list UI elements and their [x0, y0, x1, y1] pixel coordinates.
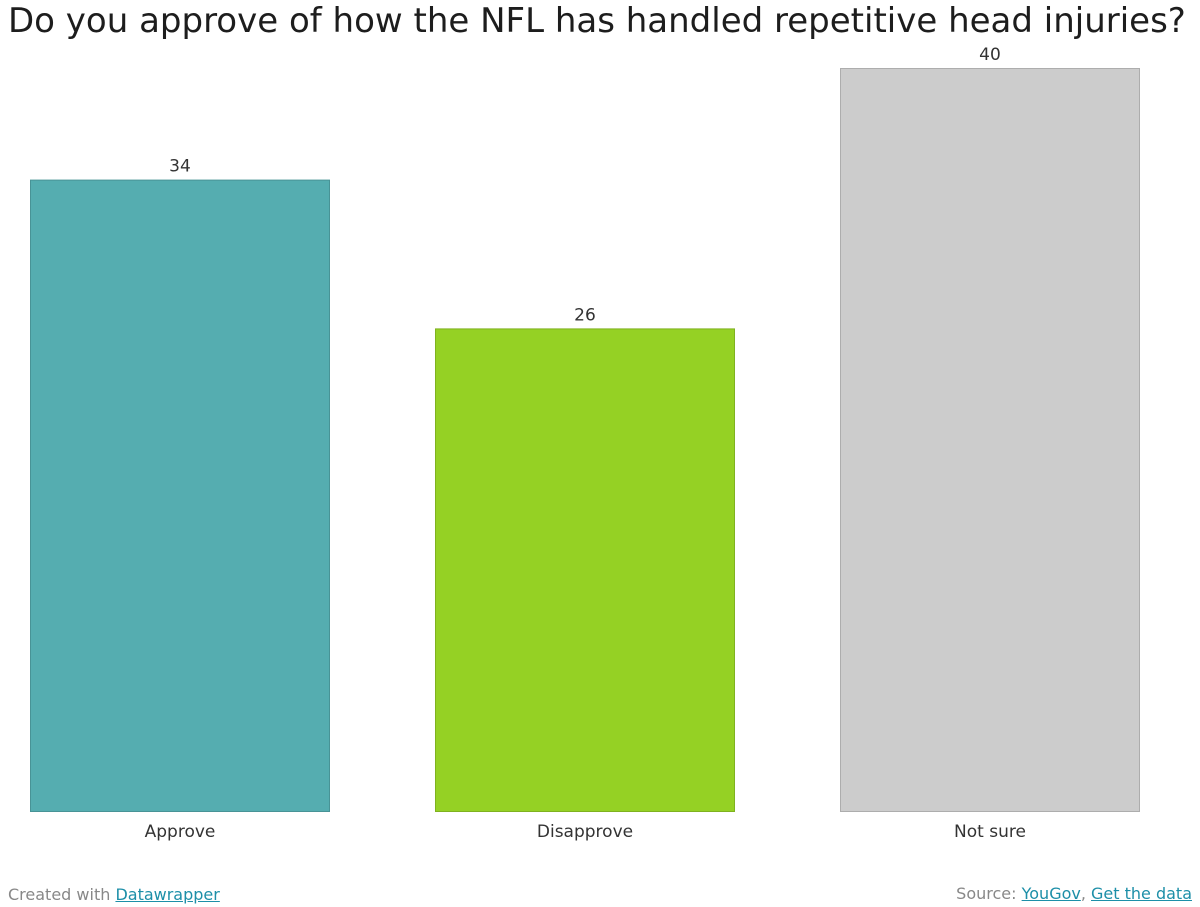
get-the-data-link[interactable]: Get the data — [1091, 884, 1192, 903]
source-prefix: Source: — [956, 884, 1022, 903]
bar-approve — [30, 179, 330, 813]
chart-title: Do you approve of how the NFL has handle… — [8, 1, 1186, 41]
bars-group — [30, 68, 1140, 813]
credit-line: Created with Datawrapper — [8, 885, 220, 904]
datawrapper-link[interactable]: Datawrapper — [115, 885, 220, 904]
bar-disapprove — [435, 328, 735, 812]
source-separator: , — [1080, 884, 1092, 903]
value-labels-group: 34 26 40 — [169, 45, 1001, 325]
value-label-approve: 34 — [169, 157, 191, 177]
category-label-not-sure: Not sure — [954, 822, 1026, 842]
yougov-link[interactable]: YouGov — [1021, 884, 1081, 903]
value-label-disapprove: 26 — [574, 305, 596, 325]
category-labels-group: Approve Disapprove Not sure — [145, 822, 1026, 842]
category-label-disapprove: Disapprove — [537, 822, 633, 842]
credit-prefix: Created with — [8, 885, 116, 904]
bar-not-sure — [840, 68, 1140, 812]
category-label-approve: Approve — [145, 822, 216, 842]
source-line: Source: YouGov, Get the data — [956, 884, 1192, 903]
value-label-not-sure: 40 — [979, 45, 1001, 65]
